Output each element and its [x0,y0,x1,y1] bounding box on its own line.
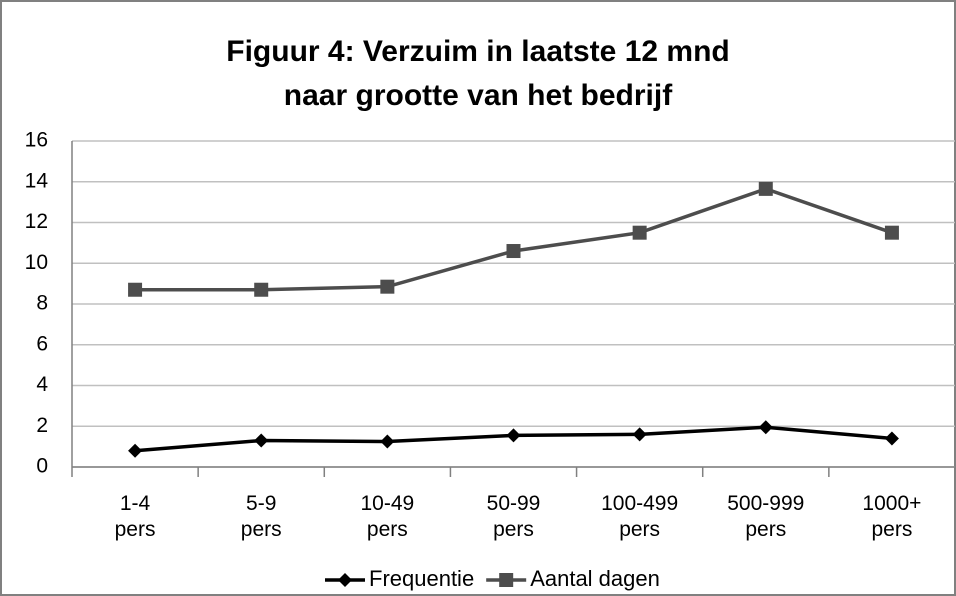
y-tick-label: 14 [25,169,49,192]
marker [380,279,395,294]
y-tick-label: 6 [36,332,48,355]
legend-label: Frequentie [369,566,474,591]
x-tick-label: 500-999 pers [727,492,805,541]
marker [884,431,899,446]
marker [506,428,521,443]
y-tick-label: 2 [36,414,48,437]
marker [632,225,647,240]
marker [506,244,521,259]
x-tick-label: 1000+ pers [862,492,922,541]
marker [632,427,647,442]
legend-label: Aantal dagen [530,566,660,591]
y-tick-label: 4 [36,373,48,396]
marker [338,573,352,587]
y-tick-label: 8 [36,292,48,315]
x-tick-label: 50-99 pers [486,492,541,541]
marker [499,573,514,587]
y-tick-label: 12 [25,210,48,233]
chart-title: Figuur 4: Verzuim in laatste 12 mnd naar… [226,35,730,112]
y-tick-label: 0 [36,455,48,478]
marker [128,282,143,297]
x-tick-label: 100-499 pers [601,492,679,541]
marker [254,433,269,448]
y-tick-label: 10 [25,251,48,274]
marker [380,434,395,449]
marker [254,282,269,297]
marker [128,443,143,458]
x-tick-label: 5-9 pers [240,492,282,541]
x-tick-label: 10-49 pers [360,492,415,541]
marker [758,420,773,435]
y-tick-label: 16 [25,129,48,152]
marker [884,225,899,240]
x-tick-label: 1-4 pers [114,492,156,541]
marker [758,181,773,196]
